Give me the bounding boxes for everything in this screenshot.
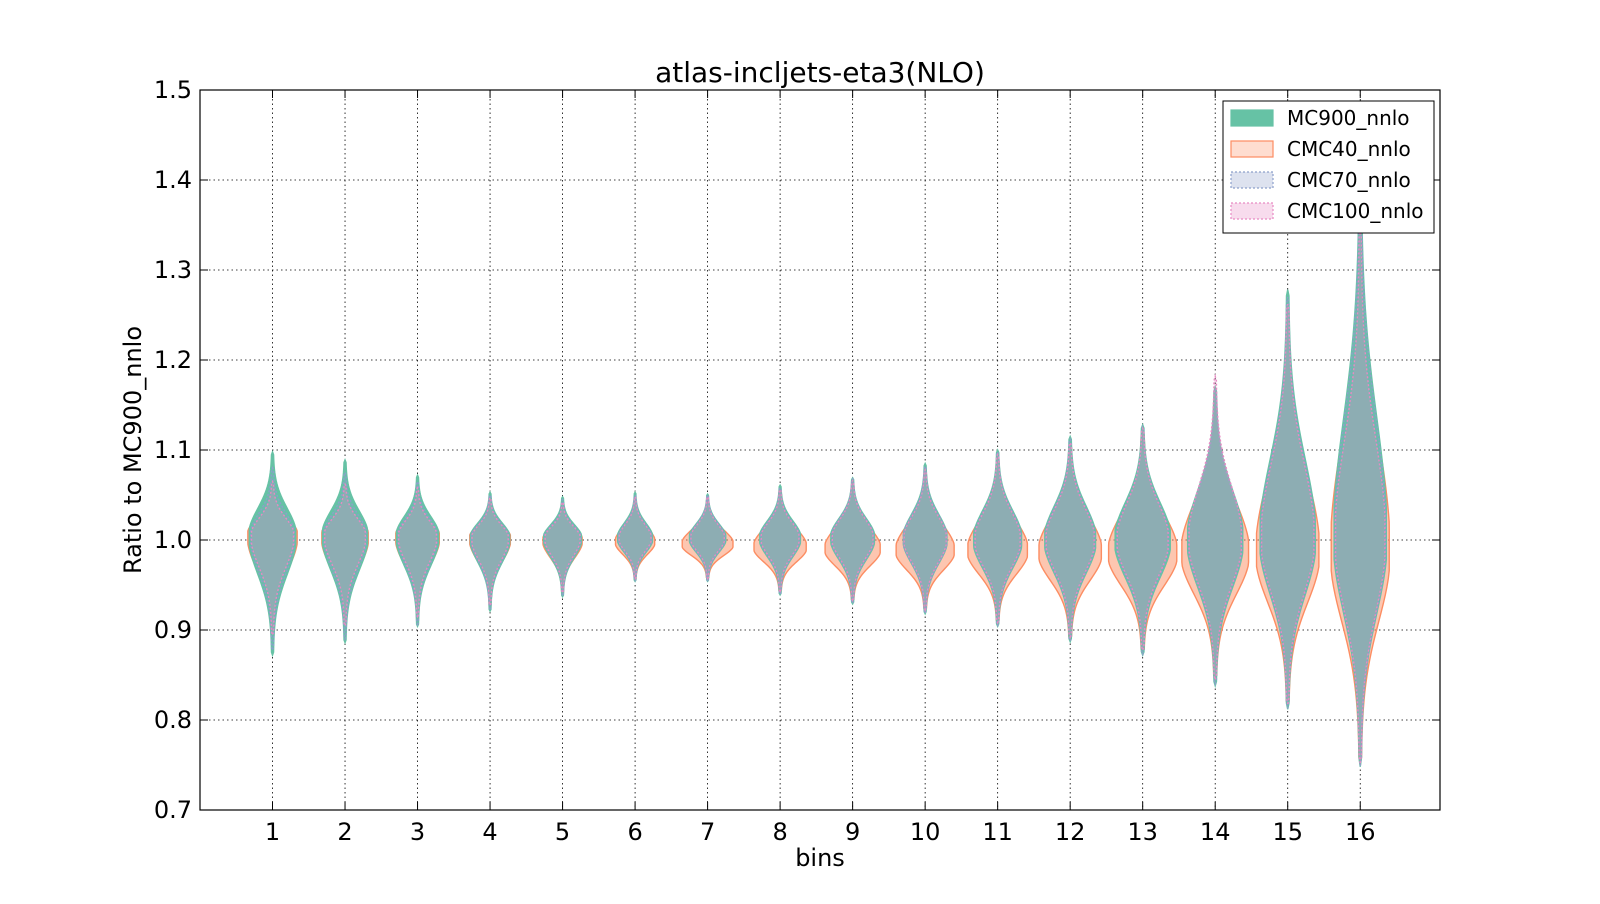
y-tick-label: 1.4 <box>154 166 192 194</box>
violin-shape <box>1188 373 1243 683</box>
x-tick-label: 10 <box>910 818 941 846</box>
y-tick-label: 1.1 <box>154 436 192 464</box>
x-tick-label: 13 <box>1127 818 1158 846</box>
violin-shape <box>471 496 509 607</box>
violin-shape <box>395 473 440 629</box>
violin-shape <box>248 449 297 658</box>
x-tick-label: 11 <box>982 818 1013 846</box>
y-tick-label: 0.7 <box>154 796 192 824</box>
violin-shape <box>618 495 652 581</box>
violin-shape <box>544 500 581 594</box>
x-tick-label: 7 <box>700 818 715 846</box>
x-tick-label: 5 <box>555 818 570 846</box>
violin-shape <box>903 468 947 612</box>
violin-shape <box>1260 304 1315 704</box>
legend-label: CMC40_nnlo <box>1287 137 1411 161</box>
x-tick-label: 8 <box>772 818 787 846</box>
x-tick-label: 1 <box>265 818 280 846</box>
violin-shape <box>397 486 438 619</box>
x-tick-label: 15 <box>1272 818 1303 846</box>
violin-shape <box>1334 170 1387 766</box>
violin-shape <box>688 492 727 583</box>
violin-shape <box>1116 426 1169 652</box>
x-tick-label: 9 <box>845 818 860 846</box>
legend-swatch <box>1230 109 1274 127</box>
x-axis-label: bins <box>795 844 845 872</box>
violin-plots <box>247 161 1390 767</box>
legend: MC900_nnlo CMC40_nnlo CMC70_nnlo CMC100_nnl… <box>1222 100 1435 234</box>
legend-swatch <box>1230 202 1274 220</box>
violin-shape <box>470 493 510 611</box>
legend-label: CMC100_nnlo <box>1287 199 1424 223</box>
y-axis-label: Ratio to MC900_nnlo <box>119 326 147 574</box>
x-tick-label: 6 <box>627 818 642 846</box>
violin-shape <box>250 466 295 652</box>
x-tick-label: 4 <box>482 818 497 846</box>
violin-shape <box>973 449 1022 628</box>
violin-shape <box>543 498 582 597</box>
violin-shape <box>617 493 653 582</box>
violin-shape <box>1044 437 1096 643</box>
violin-shape <box>831 479 874 602</box>
y-tick-label: 1.3 <box>154 256 192 284</box>
legend-label: MC900_nnlo <box>1287 106 1410 130</box>
y-tick-label: 1.0 <box>154 526 192 554</box>
legend-swatch <box>1230 171 1274 189</box>
violin-shape <box>1187 386 1243 687</box>
violin-shape <box>974 452 1021 625</box>
x-tick-label: 2 <box>337 818 352 846</box>
violin-shape <box>902 464 948 615</box>
axis-ticks: 0.70.80.91.01.11.21.31.41.51 2 3 4 5 6 7 8 9 10 11… <box>154 76 1440 846</box>
y-tick-label: 0.9 <box>154 616 192 644</box>
x-tick-label: 3 <box>410 818 425 846</box>
y-tick-label: 0.8 <box>154 706 192 734</box>
violin-shape <box>760 488 800 593</box>
violin-shape <box>1045 440 1095 640</box>
violin-shape <box>321 457 369 645</box>
violin-shape <box>759 486 801 596</box>
violin-shape <box>830 477 875 605</box>
violin-shape <box>689 493 726 582</box>
y-tick-label: 1.5 <box>154 76 192 104</box>
legend-label: CMC70_nnlo <box>1287 168 1411 192</box>
x-tick-label: 12 <box>1055 818 1086 846</box>
violin-shape <box>323 470 367 641</box>
legend-swatch <box>1230 140 1274 158</box>
x-tick-label: 14 <box>1200 818 1231 846</box>
violin-shape <box>690 495 725 580</box>
violin-shape <box>324 482 367 628</box>
chart-title: atlas-incljets-eta3(NLO) <box>655 56 985 89</box>
y-tick-label: 1.2 <box>154 346 192 374</box>
violin-shape <box>250 479 295 637</box>
violin-shape <box>902 461 948 616</box>
x-tick-label: 16 <box>1345 818 1376 846</box>
violin-series-CMC100_nnlo <box>250 229 1386 764</box>
